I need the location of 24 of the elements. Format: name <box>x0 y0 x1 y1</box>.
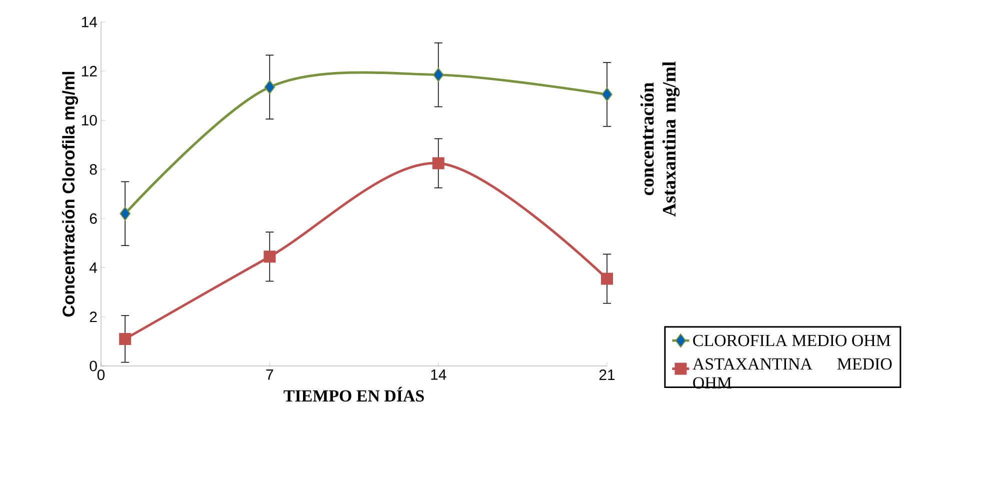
point <box>432 157 444 170</box>
point <box>120 206 130 221</box>
x-tick-label: 0 <box>97 370 105 380</box>
x-tick-label: 7 <box>266 370 274 380</box>
y-tick-label: 10 <box>82 114 97 126</box>
y-tick-label: 6 <box>90 213 97 224</box>
y-tick-label: 4 <box>90 262 98 273</box>
x-tick-label: 21 <box>599 370 615 380</box>
point <box>264 250 276 263</box>
point <box>602 87 612 102</box>
point <box>601 272 614 285</box>
legend-label: CLOROFILA MEDIO OHM <box>693 334 890 346</box>
y-tick-label: 0 <box>90 360 97 372</box>
y2-axis-title: concentración Astaxantina mg/ml <box>640 62 680 217</box>
x-axis-title: TIEMPO EN DÍAS <box>284 386 424 402</box>
point <box>119 332 132 345</box>
y-tick-label: 12 <box>82 66 97 76</box>
y-tick-label: 8 <box>90 164 97 175</box>
y-tick-label: 2 <box>90 312 97 322</box>
y-tick-label: 14 <box>82 16 98 28</box>
point <box>264 80 276 94</box>
y-axis-title: Concentración Clorofila mg/ml <box>62 72 78 317</box>
x-tick-label: 14 <box>431 370 446 380</box>
point <box>432 68 444 82</box>
